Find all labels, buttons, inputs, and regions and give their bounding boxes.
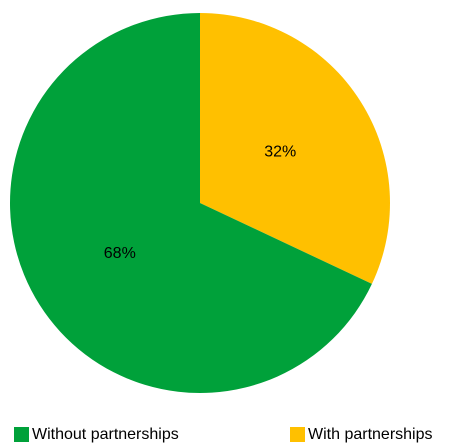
- legend-label-without-partnerships: Without partnerships: [32, 426, 179, 443]
- legend-swatch-with-partnerships: [290, 427, 305, 442]
- legend-label-with-partnerships: With partnerships: [308, 426, 433, 443]
- legend-item-without-partnerships: Without partnerships: [14, 426, 179, 443]
- legend-swatch-without-partnerships: [14, 427, 29, 442]
- pie-slices: [10, 13, 390, 393]
- data-label-with-partnerships: 32%: [264, 143, 296, 160]
- data-label-without-partnerships: 68%: [104, 245, 136, 262]
- legend-item-with-partnerships: With partnerships: [290, 426, 433, 443]
- pie-slice-without-partnerships: [10, 13, 372, 393]
- pie-data-labels: 32% 68%: [104, 143, 296, 262]
- chart-legend: Without partnerships With partnerships: [0, 426, 454, 443]
- pie-slice-with-partnerships: [200, 13, 390, 284]
